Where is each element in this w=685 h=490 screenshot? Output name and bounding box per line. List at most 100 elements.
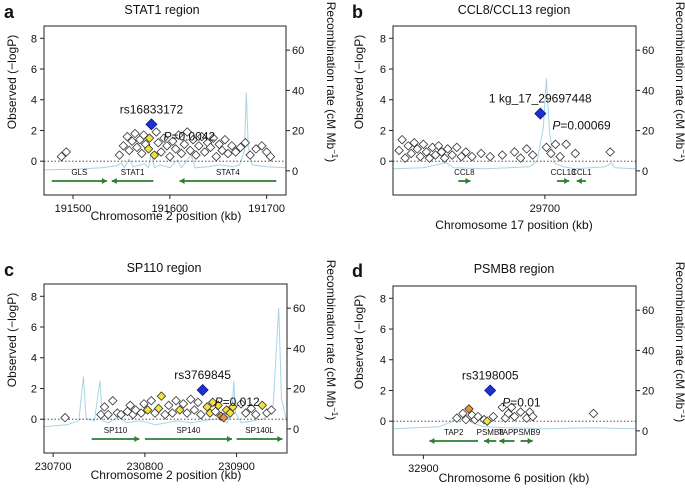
gene-arrowhead (101, 178, 107, 184)
lead-snp-label: rs16833172 (120, 102, 184, 116)
snp-point (214, 139, 224, 150)
snp-point (125, 400, 135, 411)
gene-gls: GLS (51, 168, 107, 184)
x-tick-label: 191500 (55, 203, 92, 215)
snp-point (421, 147, 432, 157)
snp-point (185, 145, 195, 156)
x-axis-label: Chromosome 2 position (kb) (91, 468, 242, 482)
x-axis-label: Chromosome 17 position (kb) (435, 218, 592, 232)
snp-point (400, 153, 410, 163)
snp-point (430, 150, 441, 160)
recombination-line (43, 308, 288, 428)
snp-point (213, 400, 223, 411)
snp-point (476, 148, 486, 159)
gene-label: STAT1 (121, 168, 145, 177)
gene-sp140l: SP140L (236, 426, 283, 442)
snp-point (156, 391, 167, 401)
snp-point (509, 411, 520, 422)
recombination-line (392, 78, 637, 170)
snp-point (108, 395, 118, 406)
gene-arrowhead (226, 436, 232, 442)
snp-point (114, 150, 125, 160)
y-tick-label: 2 (380, 125, 386, 137)
snp-point (61, 147, 72, 157)
y-axis-label: Observed (−logP) (352, 295, 366, 389)
snp-point (240, 408, 251, 418)
lead-snp-label: rs3769845 (174, 368, 231, 382)
snp-point (196, 409, 206, 420)
gene-arrowhead (527, 438, 533, 444)
panel-d: d PSMB8 region 0 2 4 6 8 0 20 40 60 32900Chromosome… (352, 261, 685, 485)
gene-label: PSMB9 (513, 428, 541, 437)
snp-point (251, 409, 261, 420)
snp-point (151, 127, 162, 137)
snp-point (482, 416, 492, 426)
gene-label: SP110 (104, 426, 128, 435)
panel-title: SP110 region (127, 261, 202, 275)
p-value-label: P=0.012 (215, 395, 260, 409)
y-tick-label: 4 (380, 355, 386, 367)
gene-arrowhead (564, 178, 570, 184)
gene-arrowhead (277, 436, 283, 442)
panel-letter: a (4, 2, 15, 22)
snp-point (257, 400, 268, 411)
y2-tick-label: 60 (642, 45, 654, 57)
gene-stat1: STAT1 (111, 168, 154, 184)
y-axis-label: Observed (−logP) (352, 35, 366, 129)
gene-label: PSMB8 (477, 428, 505, 437)
snp-point (541, 142, 552, 153)
y-tick-label: 2 (31, 125, 37, 137)
snp-point (160, 409, 170, 420)
snp-point (439, 153, 450, 163)
snp-point (189, 405, 200, 415)
snp-point (570, 148, 581, 159)
snp-point (182, 408, 192, 418)
y2-tick-label: 40 (642, 85, 654, 97)
y2-tick-label: 60 (642, 305, 654, 317)
snp-point (458, 408, 468, 419)
y2-tick-label: 20 (292, 126, 304, 138)
gene-label: SP140L (245, 426, 274, 435)
gene-psmb8: PSMB8 (477, 428, 505, 444)
snp-point (124, 145, 134, 156)
snp-point (509, 147, 520, 157)
snp-point (503, 408, 514, 419)
gene-label: TAP2 (444, 428, 464, 437)
snp-point (409, 137, 420, 148)
snp-point (461, 147, 471, 157)
lead-snp-point (534, 107, 547, 120)
snp-point (182, 127, 193, 137)
y-tick-label: 6 (31, 64, 37, 76)
y2-tick-label: 60 (292, 45, 304, 57)
snp-point (191, 150, 201, 160)
y-tick-label: 6 (380, 324, 386, 336)
snp-point (588, 408, 599, 419)
y-tick-label: 4 (380, 95, 386, 107)
x-tick-label: 230800 (127, 461, 164, 473)
snp-point (415, 151, 426, 162)
x-tick-label: 32900 (408, 463, 439, 475)
snp-point (132, 142, 142, 153)
panel-a: a STAT1 region 0 2 4 6 8 0 20 40 60 191500 191600 191… (4, 2, 339, 223)
snp-point (452, 142, 462, 153)
snp-point (144, 133, 155, 143)
snp-point (235, 142, 246, 153)
snp-point (433, 141, 444, 151)
y2-tick-label: 40 (292, 85, 304, 97)
panel-letter: c (4, 260, 14, 280)
y2-axis-label: Recombination rate (cM Mb−1) (673, 262, 685, 423)
snp-point (211, 151, 222, 162)
snp-point (205, 142, 216, 153)
y2-tick-label: 0 (642, 166, 648, 178)
snp-point (174, 405, 185, 415)
snp-point (230, 147, 241, 157)
gene-tapi: TAPI (498, 428, 516, 444)
snp-point (521, 144, 532, 154)
lead-snp-point (145, 118, 158, 131)
gene-ccl1: CCL1 (571, 168, 592, 184)
lead-snp-label: rs3198005 (462, 368, 519, 382)
x-tick-label: 191600 (151, 203, 188, 215)
y-axis-label: Observed (−logP) (5, 35, 19, 129)
snp-point (171, 395, 181, 406)
snp-point (265, 151, 276, 162)
